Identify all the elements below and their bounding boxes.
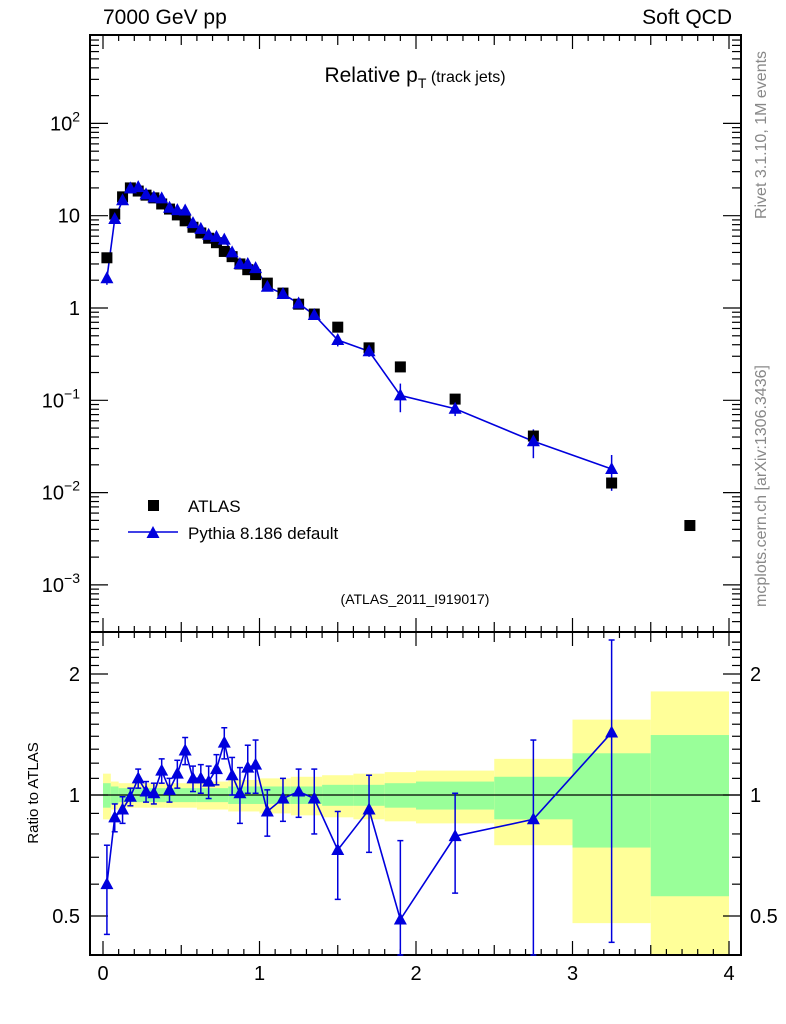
ratio-point (163, 782, 177, 795)
ratio-point (131, 771, 145, 784)
atlas-point (101, 252, 113, 264)
ratio-y-tick-label-right: 2 (750, 664, 761, 686)
mc-point (276, 286, 290, 299)
atlas-point (250, 269, 262, 281)
ratio-y-tick-label-left: 2 (69, 664, 80, 686)
ratio-y-tick-label-left: 1 (69, 785, 80, 807)
atlas-point (218, 245, 230, 257)
ratio-y-tick-label-left: 0.5 (52, 906, 80, 928)
side-text-mcplots: mcplots.cern.ch [arXiv:1306.3436] (753, 365, 770, 607)
mc-point (202, 227, 216, 240)
mc-point (139, 187, 153, 200)
mc-point (249, 261, 263, 274)
ratio-y-tick-label-right: 0.5 (750, 906, 778, 928)
mc-point (448, 401, 462, 414)
legend-atlas-marker (148, 500, 159, 511)
ratio-point (233, 786, 247, 799)
ratio-point (225, 768, 239, 781)
ratio-point (178, 743, 192, 756)
ratio-point (526, 812, 540, 825)
atlas-point (394, 361, 406, 373)
x-tick-label: 2 (410, 963, 421, 985)
x-tick-label: 3 (567, 963, 578, 985)
mc-point (116, 193, 130, 206)
band-inner (650, 735, 729, 897)
ratio-point (605, 725, 619, 738)
ratio-point (100, 877, 114, 890)
ratio-point (260, 804, 274, 817)
y-tick-label: 10 (58, 206, 80, 228)
atlas-point (156, 198, 168, 210)
ratio-point (170, 766, 184, 779)
x-tick-label: 4 (723, 963, 734, 985)
header-right: Soft QCD (642, 6, 732, 29)
mc-point (163, 200, 177, 213)
ratio-point (292, 784, 306, 797)
ratio-point (123, 789, 137, 802)
y-tick-label: 10−3 (42, 570, 80, 597)
ratio-point (217, 735, 231, 748)
x-tick-label: 1 (254, 963, 265, 985)
mc-point (292, 296, 306, 309)
ratio-point (155, 763, 169, 776)
atlas-point (179, 215, 191, 227)
mc-point (307, 307, 321, 320)
mc-point (108, 212, 122, 225)
y-tick-label: 1 (69, 298, 80, 320)
atlas-point (332, 321, 344, 333)
ratio-point (194, 771, 208, 784)
atlas-point (210, 237, 222, 249)
mc-point (178, 203, 192, 216)
mc-point (131, 180, 145, 193)
ratio-point (202, 774, 216, 787)
mc-line (106, 186, 612, 470)
ratio-point (276, 791, 290, 804)
mc-point (526, 434, 540, 447)
ratio-point (448, 829, 462, 842)
mc-point (393, 388, 407, 401)
mc-point (100, 271, 114, 284)
mc-point (209, 229, 223, 242)
atlas-point (606, 477, 618, 489)
legend-mc-label: Pythia 8.186 default (188, 524, 339, 543)
mc-point (605, 462, 619, 475)
mc-point (147, 190, 161, 203)
ratio-point (108, 810, 122, 823)
header-left: 7000 GeV pp (103, 6, 227, 29)
mc-point (194, 221, 208, 234)
mc-point (260, 279, 274, 292)
mc-point (155, 191, 169, 204)
ratio-point (362, 802, 376, 815)
atlas-point (449, 393, 461, 405)
mc-point (225, 245, 239, 258)
mc-point (331, 333, 345, 346)
y-tick-label: 10−1 (42, 385, 80, 412)
ratio-point (139, 784, 153, 797)
y-tick-label: 102 (50, 108, 80, 135)
legend-atlas-label: ATLAS (188, 497, 241, 516)
ratio-point (147, 786, 161, 799)
mc-point (241, 256, 255, 269)
mc-point (362, 344, 376, 357)
atlas-point (684, 520, 696, 532)
ratio-point (307, 791, 321, 804)
ratio-y-label: Ratio to ATLAS (25, 742, 42, 843)
ratio-y-tick-label-right: 1 (750, 785, 761, 807)
ratio-point (209, 762, 223, 775)
ratio-point (393, 912, 407, 925)
y-tick-label: 10−2 (42, 478, 80, 505)
atlas-point (242, 264, 254, 276)
side-text-rivet: Rivet 3.1.10, 1M events (753, 51, 770, 219)
chart-title: Relative pT (track jets) (324, 64, 505, 91)
analysis-label: (ATLAS_2011_I919017) (341, 591, 490, 607)
ratio-point (116, 802, 130, 815)
mc-point (186, 216, 200, 229)
mc-point (217, 232, 231, 245)
x-tick-label: 0 (97, 963, 108, 985)
ratio-point (249, 757, 263, 770)
ratio-point (331, 842, 345, 855)
legend-mc-marker (146, 526, 160, 538)
